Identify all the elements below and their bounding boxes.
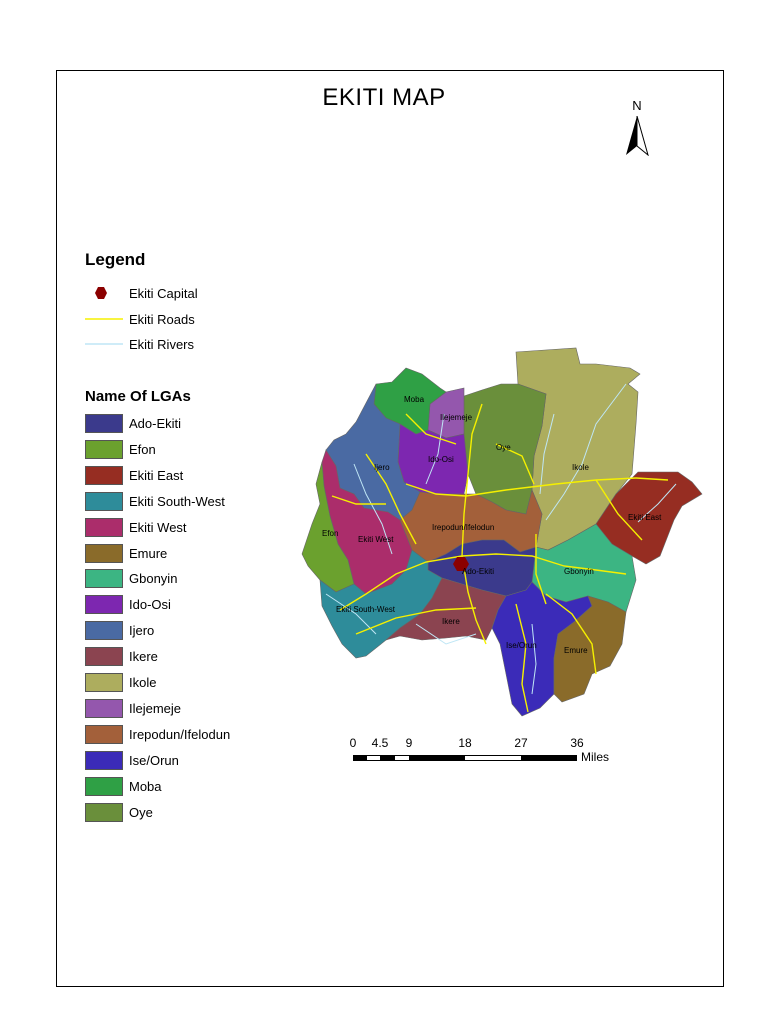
ekiti-map: Moba Ilejemeje Oye Ido-Osi Ijero Ikole I… xyxy=(296,344,706,729)
lga-swatch xyxy=(85,465,123,485)
legend-label-roads: Ekiti Roads xyxy=(129,311,195,327)
label-ilejemeje: Ilejemeje xyxy=(440,413,473,422)
lga-swatch xyxy=(85,543,123,563)
scale-tick-2: 9 xyxy=(405,736,413,750)
lga-legend-item-ikole: Ikole xyxy=(85,673,156,692)
lga-legend-item-emure: Emure xyxy=(85,543,168,563)
label-efon: Efon xyxy=(322,529,338,538)
roads-layer xyxy=(331,403,669,713)
scale-unit: Miles xyxy=(581,750,610,764)
lga-legend-item-irepodun-ifelodun: Irepodun/Ifelodun xyxy=(85,724,231,744)
label-ise-orun: Ise/Orun xyxy=(506,641,537,650)
lga-legend-label: Efon xyxy=(129,441,156,457)
scale-bar: 0 4.5 9 18 27 36 Miles xyxy=(350,736,620,776)
lga-legend-item-ekiti-east: Ekiti East xyxy=(85,465,184,485)
scale-tick-1: 4.5 xyxy=(371,736,389,750)
lga-legend-label: Ekiti East xyxy=(129,467,184,483)
lga-swatch xyxy=(85,776,123,796)
label-ikole: Ikole xyxy=(572,463,589,472)
legend-label-rivers: Ekiti Rivers xyxy=(129,336,195,352)
lga-swatch xyxy=(85,439,123,459)
label-oye: Oye xyxy=(496,443,511,452)
road-line-icon xyxy=(85,318,123,320)
lga-swatch xyxy=(85,698,123,718)
lga-legend-item-ilejemeje: Ilejemeje xyxy=(85,698,182,718)
lga-swatch xyxy=(85,647,123,667)
lga-legend-label: Ekiti West xyxy=(129,519,187,535)
ekiti-capital-marker xyxy=(453,557,469,571)
label-moba: Moba xyxy=(404,395,425,404)
label-ekiti-east: Ekiti East xyxy=(628,513,662,522)
lga-swatch xyxy=(85,569,123,589)
label-ekiti-south-west: Ekiti South-West xyxy=(336,605,396,614)
capital-hexagon-icon xyxy=(95,287,107,299)
lga-legend-label: Ikere xyxy=(129,649,158,665)
lga-legend-item-ise-orun: Ise/Orun xyxy=(85,750,179,770)
scale-bar-graphic xyxy=(353,755,577,761)
scale-tick-5: 36 xyxy=(570,736,584,750)
legend-item-roads: Ekiti Roads xyxy=(85,310,195,328)
lga-legend-item-ado-ekiti: Ado-Ekiti xyxy=(85,414,181,433)
lga-swatch xyxy=(85,414,123,433)
lga-legend-label: Ido-Osi xyxy=(129,597,171,613)
lga-legend-item-ekiti-south-west: Ekiti South-West xyxy=(85,491,225,511)
scale-tick-3: 18 xyxy=(458,736,472,750)
lga-legend-label: Ijero xyxy=(129,623,155,639)
lga-legend-label: Ilejemeje xyxy=(129,700,182,716)
legend-item-capital: Ekiti Capital xyxy=(85,284,198,302)
map-frame xyxy=(56,70,724,987)
lga-legend-item-ikere: Ikere xyxy=(85,647,158,667)
lga-swatch xyxy=(85,491,123,511)
lga-swatch xyxy=(85,621,123,641)
lga-legend-item-ekiti-west: Ekiti West xyxy=(85,517,187,537)
lga-legend-item-efon: Efon xyxy=(85,439,156,459)
label-gbonyin: Gbonyin xyxy=(564,567,594,576)
lga-legend-title: Name Of LGAs xyxy=(85,388,191,405)
label-ekiti-west: Ekiti West xyxy=(358,535,394,544)
north-arrow: N xyxy=(622,98,652,160)
lga-swatch xyxy=(85,724,123,744)
scale-tick-0: 0 xyxy=(349,736,357,750)
label-irepodun: Irepodun/Ifelodun xyxy=(432,523,494,532)
map-title: EKITI MAP xyxy=(322,84,446,111)
lga-legend-label: Ise/Orun xyxy=(129,752,179,768)
lga-swatch xyxy=(85,673,123,692)
lga-legend-item-gbonyin: Gbonyin xyxy=(85,569,178,589)
legend-label-capital: Ekiti Capital xyxy=(129,285,198,301)
rivers-layer xyxy=(325,383,677,695)
ekiti-map-svg: Moba Ilejemeje Oye Ido-Osi Ijero Ikole I… xyxy=(301,347,703,717)
label-ido-osi: Ido-Osi xyxy=(428,455,454,464)
legend-item-rivers: Ekiti Rivers xyxy=(85,335,194,353)
lga-legend-label: Emure xyxy=(129,545,168,561)
lga-legend-label: Ikole xyxy=(129,675,157,690)
lga-legend-item-moba: Moba xyxy=(85,776,162,796)
lga-legend-label: Oye xyxy=(129,804,153,820)
river-line-icon xyxy=(85,343,123,345)
lga-legend-item-ido-osi: Ido-Osi xyxy=(85,595,171,615)
lga-legend-label: Moba xyxy=(129,778,162,794)
lga-legend-label: Ekiti South-West xyxy=(129,493,225,509)
label-emure: Emure xyxy=(564,646,588,655)
label-ikere: Ikere xyxy=(442,617,460,626)
lga-swatch xyxy=(85,802,123,822)
north-arrow-icon xyxy=(626,116,649,156)
lga-swatch xyxy=(85,750,123,770)
label-ijero: Ijero xyxy=(374,463,390,472)
lga-legend-label: Irepodun/Ifelodun xyxy=(129,726,231,742)
lga-legend-item-oye: Oye xyxy=(85,802,153,822)
label-ado-ekiti: Ado-Ekiti xyxy=(462,567,494,576)
lga-legend-label: Gbonyin xyxy=(129,571,178,587)
lga-swatch xyxy=(85,595,123,615)
lga-legend-item-ijero: Ijero xyxy=(85,621,155,641)
lga-swatch xyxy=(85,517,123,537)
legend-title: Legend xyxy=(85,250,146,269)
lga-legend-label: Ado-Ekiti xyxy=(129,416,182,431)
scale-tick-4: 27 xyxy=(514,736,528,750)
north-label: N xyxy=(632,98,642,113)
region-emure xyxy=(553,595,627,703)
